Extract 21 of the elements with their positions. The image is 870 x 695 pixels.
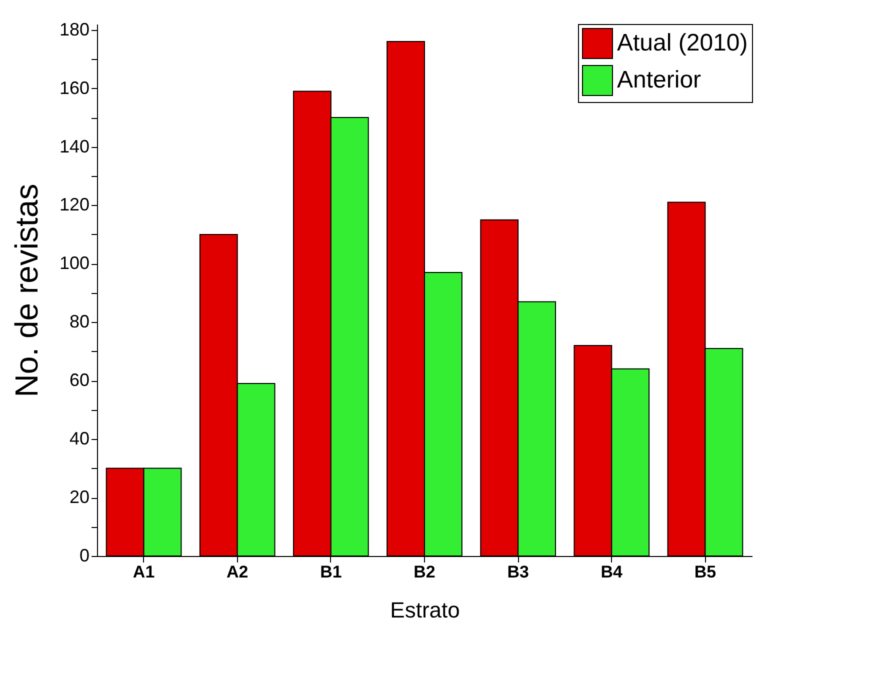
x-tick-label: A2 xyxy=(226,562,248,582)
x-tick-label: B5 xyxy=(694,562,716,582)
x-tick-label: B1 xyxy=(320,562,342,582)
y-tick-label: 120 xyxy=(59,194,90,215)
legend-label: Atual (2010) xyxy=(617,30,748,56)
y-tick-label: 160 xyxy=(59,78,90,98)
y-tick-label: 60 xyxy=(69,370,90,390)
y-tick-label: 20 xyxy=(69,487,90,508)
x-tick-label: B4 xyxy=(600,562,624,582)
y-axis-title: No. de revistas xyxy=(8,184,44,398)
y-tick-label: 40 xyxy=(69,428,90,449)
y-tick-label: 180 xyxy=(59,19,90,40)
y-tick-label: 140 xyxy=(59,136,90,156)
x-tick-label: B2 xyxy=(414,562,436,582)
y-tick-label: 80 xyxy=(69,312,90,332)
x-axis-title: Estrato xyxy=(390,598,460,622)
y-tick-label: 0 xyxy=(79,546,90,566)
x-tick-label: B3 xyxy=(507,562,529,582)
legend-label: Anterior xyxy=(617,66,702,94)
x-tick-label: A1 xyxy=(132,562,155,582)
y-tick-label: 100 xyxy=(59,253,90,274)
